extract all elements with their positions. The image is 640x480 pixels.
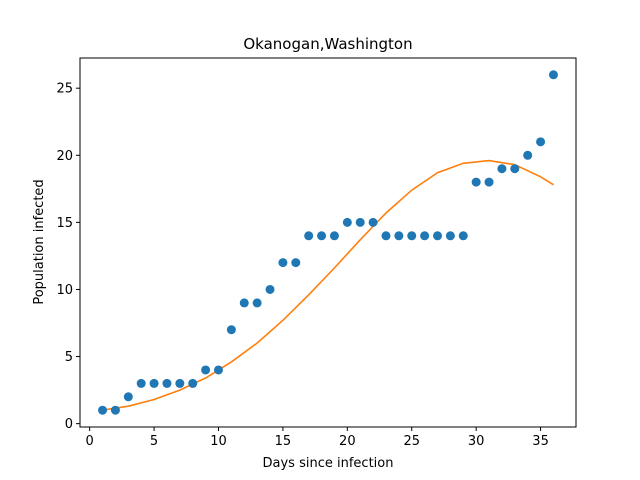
data-point [381,231,391,241]
data-point [548,70,558,80]
data-point [252,298,262,308]
x-tick-label: 15 [275,434,292,449]
data-point [162,378,172,388]
data-point [278,258,288,268]
data-point [239,298,249,308]
x-tick-label: 5 [150,434,158,449]
data-point [484,177,494,187]
data-point [317,231,327,241]
y-tick-label: 20 [56,149,73,164]
x-tick-label: 10 [210,434,227,449]
y-tick-label: 10 [56,283,73,298]
data-point [201,365,211,375]
y-axis-label: Population infected [32,179,47,304]
data-point [175,378,185,388]
data-point [445,231,455,241]
data-point [510,164,520,174]
data-point [110,405,120,415]
data-point [98,405,108,415]
data-point [304,231,314,241]
data-point [368,217,378,227]
data-point [471,177,481,187]
chart-title: Okanogan,Washington [243,35,412,53]
data-point [213,365,223,375]
plot-frame [79,57,577,428]
data-point [329,231,339,241]
data-point [433,231,443,241]
y-tick-label: 0 [65,417,73,432]
y-tick-label: 15 [56,216,73,231]
x-tick-label: 25 [403,434,420,449]
data-point [136,378,146,388]
data-point [342,217,352,227]
x-tick-label: 20 [339,434,356,449]
data-point [420,231,430,241]
plot-area: 0 5 10 15 20 25 30 35 0 5 10 15 20 25 [56,57,577,449]
y-tick-label: 25 [56,82,73,97]
data-point [407,231,417,241]
fit-line [102,159,554,411]
y-tick-label: 5 [65,350,73,365]
data-point [497,164,507,174]
x-axis-label: Days since infection [263,456,394,471]
data-point [355,217,365,227]
x-tick-label: 35 [532,434,549,449]
data-point [149,378,159,388]
x-tick-label: 0 [86,434,94,449]
data-point [188,378,198,388]
data-point [265,284,275,294]
data-point [458,231,468,241]
data-point [291,258,301,268]
data-point [536,137,546,147]
data-point [394,231,404,241]
data-point [523,150,533,160]
x-tick-label: 30 [468,434,485,449]
data-point [226,325,236,335]
data-point [123,392,133,402]
